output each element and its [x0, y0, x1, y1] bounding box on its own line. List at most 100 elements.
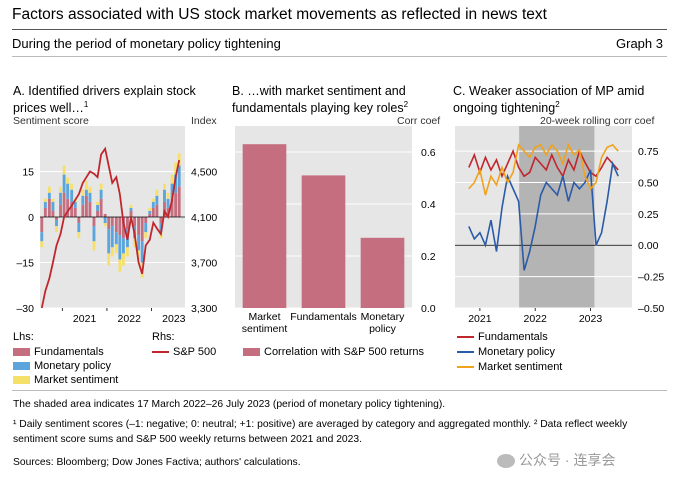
bar-fundamentals — [110, 217, 114, 227]
legend-line — [457, 351, 474, 353]
bar-monetary-policy — [163, 189, 166, 202]
legend-swatch — [243, 348, 260, 356]
subtitle-divider — [12, 56, 667, 57]
x-tick-label: 2023 — [162, 313, 186, 325]
x-tick-label: 2023 — [579, 313, 603, 325]
y-tick-label: 0.00 — [638, 240, 659, 252]
legend-c-monetary-policy: Monetary policy — [457, 346, 555, 358]
bar-fundamentals — [140, 217, 144, 242]
bar-monetary-policy — [114, 232, 118, 245]
y-tick-label: 0.4 — [421, 199, 436, 211]
tightening-shade — [519, 126, 595, 308]
bar-monetary-policy — [360, 237, 405, 308]
bar-fundamentals — [73, 207, 77, 217]
bar-monetary-policy — [47, 192, 51, 199]
bar-market-sentiment — [166, 192, 170, 199]
legend-line — [457, 336, 474, 338]
bar-fundamentals — [148, 213, 152, 217]
bar-market-sentiment — [155, 189, 159, 196]
bar-market-sentiment — [174, 162, 178, 175]
bar-fundamentals — [118, 217, 122, 236]
legend-b-correlation: Correlation with S&P 500 returns — [243, 346, 424, 358]
bar-monetary-policy — [155, 195, 159, 205]
y-tick-label: –0.50 — [638, 303, 664, 315]
panel-c-right-unit: 20-week rolling corr coef — [540, 115, 655, 127]
footnotes: ¹ Daily sentiment scores (–1: negative; … — [13, 419, 628, 445]
panel-a-left-unit: Sentiment score — [13, 115, 89, 127]
bar-fundamentals — [137, 217, 141, 236]
bar-fundamentals — [177, 186, 181, 217]
y-tick-label: 0.25 — [638, 209, 659, 221]
y-tick-label: 0.75 — [638, 146, 659, 158]
bar-fundamentals — [70, 201, 74, 217]
bar-fundamentals — [84, 195, 88, 217]
bar-monetary-policy — [96, 204, 99, 211]
legend-a-fundamentals: Fundamentals — [13, 346, 104, 358]
y-tick-label: 0.2 — [421, 251, 436, 263]
left-tick-label: –30 — [16, 303, 34, 315]
bar-monetary-policy — [40, 232, 44, 242]
bar-fundamentals — [114, 217, 118, 233]
bar-market-sentiment — [66, 177, 70, 184]
bar-fundamentals — [159, 217, 163, 224]
x-tick-label: 2021 — [73, 313, 97, 325]
bar-market-sentiment — [126, 247, 129, 257]
sp500-line — [40, 146, 181, 309]
bar-market-sentiment — [242, 144, 287, 308]
category-label: sentiment — [242, 323, 288, 335]
bar-monetary-policy — [81, 195, 85, 205]
bar-fundamentals — [174, 192, 178, 217]
bar-market-sentiment — [129, 204, 133, 208]
bar-market-sentiment — [88, 186, 92, 193]
legend-line — [457, 366, 474, 368]
y-tick-label: –0.25 — [638, 272, 664, 284]
wechat-icon — [497, 454, 515, 469]
bar-monetary-policy — [107, 229, 111, 254]
line-market-sentiment — [468, 142, 619, 196]
bar-fundamentals — [301, 175, 346, 308]
bar-fundamentals — [81, 204, 85, 217]
legend-swatch — [13, 362, 30, 370]
bar-monetary-policy — [92, 226, 96, 242]
bar-market-sentiment — [70, 183, 74, 190]
bar-market-sentiment — [144, 232, 148, 239]
panel-a-rhs-label: Rhs: — [152, 331, 175, 343]
bar-market-sentiment — [77, 232, 81, 239]
bar-market-sentiment — [103, 223, 107, 227]
bar-monetary-policy — [174, 174, 178, 193]
legend-c-market-sentiment: Market sentiment — [457, 361, 562, 373]
right-tick-label: 3,300 — [191, 303, 217, 315]
bar-fundamentals — [103, 213, 107, 217]
chart-title: Factors associated with US stock market … — [12, 6, 547, 23]
bar-monetary-policy — [137, 235, 141, 251]
bar-monetary-policy — [170, 183, 174, 199]
bar-monetary-policy — [118, 235, 122, 260]
panel-c-title: C. Weaker association of MP amid ongoing… — [453, 84, 645, 116]
bar-market-sentiment — [47, 186, 51, 193]
left-tick-label: –15 — [16, 258, 34, 270]
bar-fundamentals — [62, 192, 66, 217]
bar-market-sentiment — [55, 226, 58, 233]
bar-monetary-policy — [148, 210, 152, 214]
bar-market-sentiment — [148, 207, 152, 211]
right-tick-label: 4,100 — [191, 212, 217, 224]
panel-a-lhs-label: Lhs: — [13, 331, 34, 343]
watermark: 公众号 · 连享会 — [497, 450, 615, 470]
bar-monetary-policy — [129, 207, 133, 211]
bar-market-sentiment — [92, 241, 96, 251]
bar-fundamentals — [107, 217, 111, 230]
chart-subtitle: During the period of monetary policy tig… — [12, 36, 281, 51]
line-monetary-policy — [468, 160, 619, 271]
bar-monetary-policy — [99, 189, 103, 199]
bar-fundamentals — [126, 217, 129, 230]
notes-divider — [12, 390, 667, 391]
title-divider — [12, 29, 667, 30]
bar-fundamentals — [66, 198, 70, 217]
left-tick-label: 0 — [28, 212, 34, 224]
bar-market-sentiment — [40, 241, 44, 248]
bar-monetary-policy — [140, 241, 144, 263]
bar-market-sentiment — [114, 244, 118, 254]
